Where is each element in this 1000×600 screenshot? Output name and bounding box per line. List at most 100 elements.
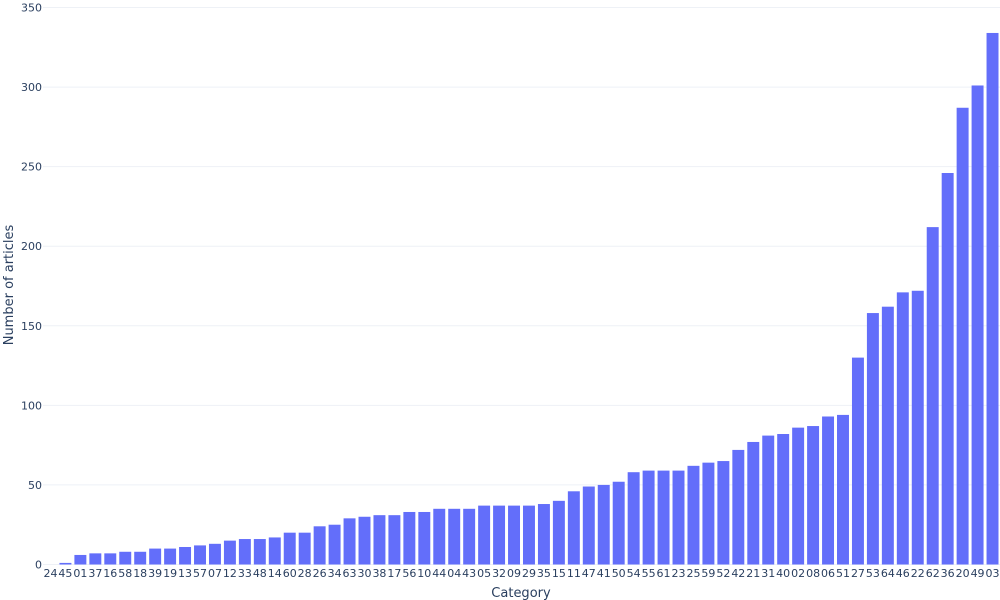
bar-20 bbox=[956, 107, 969, 565]
x-tick-label: 23 bbox=[672, 567, 686, 580]
bar-59 bbox=[702, 462, 715, 565]
x-tick-label: 46 bbox=[896, 567, 910, 580]
bar-28 bbox=[298, 532, 311, 565]
x-axis-title: Category bbox=[491, 586, 551, 600]
bar-43 bbox=[463, 508, 476, 565]
x-tick-label: 22 bbox=[911, 567, 925, 580]
bar-56 bbox=[403, 511, 416, 565]
x-tick-label: 16 bbox=[103, 567, 117, 580]
x-tick-label: 05 bbox=[477, 567, 491, 580]
x-tick-label: 63 bbox=[343, 567, 357, 580]
bar-16 bbox=[104, 553, 117, 565]
bar-19 bbox=[164, 548, 177, 565]
x-tick-label: 58 bbox=[118, 567, 132, 580]
y-tick-label: 200 bbox=[21, 240, 42, 253]
bar-48 bbox=[253, 539, 266, 565]
bar-44 bbox=[433, 508, 446, 565]
x-tick-label: 17 bbox=[387, 567, 401, 580]
x-tick-label: 25 bbox=[686, 567, 700, 580]
bar-46 bbox=[896, 292, 909, 565]
x-tick-label: 53 bbox=[866, 567, 880, 580]
x-tick-label: 33 bbox=[238, 567, 252, 580]
bar-04 bbox=[448, 508, 461, 565]
bar-08 bbox=[807, 426, 820, 565]
x-tick-label: 31 bbox=[761, 567, 775, 580]
bar-50 bbox=[612, 481, 625, 565]
bar-17 bbox=[388, 515, 401, 565]
bar-25 bbox=[687, 465, 700, 565]
bar-34 bbox=[328, 524, 341, 565]
y-tick-label: 250 bbox=[21, 161, 42, 174]
bar-07 bbox=[208, 543, 221, 565]
bar-41 bbox=[597, 484, 610, 565]
x-tick-label: 40 bbox=[776, 567, 790, 580]
x-tick-label: 62 bbox=[926, 567, 940, 580]
bar-52 bbox=[717, 461, 730, 565]
x-tick-label: 38 bbox=[372, 567, 386, 580]
x-tick-label: 10 bbox=[417, 567, 431, 580]
bar-29 bbox=[522, 505, 535, 565]
bar-33 bbox=[238, 539, 251, 565]
x-tick-label: 47 bbox=[582, 567, 596, 580]
bar-55 bbox=[642, 470, 655, 565]
x-tick-labels: 24 45 01 37 16 58 18 39 19 13 57 07 12 33 48 14 60 28 26 34… bbox=[43, 567, 999, 580]
y-tick-label: 300 bbox=[21, 81, 42, 94]
y-tick-label: 150 bbox=[21, 320, 42, 333]
x-tick-label: 60 bbox=[283, 567, 297, 580]
x-tick-label: 50 bbox=[612, 567, 626, 580]
bar-10 bbox=[418, 511, 431, 565]
x-tick-label: 14 bbox=[268, 567, 282, 580]
bar-38 bbox=[373, 515, 386, 565]
x-tick-label: 45 bbox=[58, 567, 72, 580]
bar-13 bbox=[179, 546, 192, 565]
bar-15 bbox=[552, 500, 565, 565]
bar-45 bbox=[59, 562, 72, 565]
x-tick-label: 18 bbox=[133, 567, 147, 580]
y-tick-label: 100 bbox=[21, 399, 42, 412]
x-tick-label: 43 bbox=[462, 567, 476, 580]
x-tick-label: 48 bbox=[253, 567, 267, 580]
x-tick-label: 59 bbox=[701, 567, 715, 580]
x-tick-label: 52 bbox=[716, 567, 730, 580]
x-tick-label: 06 bbox=[821, 567, 835, 580]
bar-01 bbox=[74, 554, 87, 565]
x-tick-label: 37 bbox=[88, 567, 102, 580]
bar-03 bbox=[986, 32, 999, 565]
bar-64 bbox=[881, 306, 894, 565]
bar-57 bbox=[194, 545, 206, 565]
x-tick-label: 04 bbox=[447, 567, 461, 580]
bar-18 bbox=[134, 551, 147, 565]
bar-05 bbox=[478, 505, 491, 565]
bar-32 bbox=[493, 505, 506, 565]
x-tick-label: 24 bbox=[43, 567, 57, 580]
x-tick-label: 29 bbox=[522, 567, 536, 580]
y-axis-title: Number of articles bbox=[2, 224, 17, 345]
bar-14 bbox=[268, 537, 281, 565]
x-tick-label: 15 bbox=[552, 567, 566, 580]
x-tick-label: 08 bbox=[806, 567, 820, 580]
bar-61 bbox=[657, 470, 670, 565]
x-tick-label: 28 bbox=[298, 567, 312, 580]
x-tick-label: 03 bbox=[986, 567, 1000, 580]
x-tick-label: 30 bbox=[357, 567, 371, 580]
x-tick-label: 34 bbox=[328, 567, 342, 580]
x-tick-label: 07 bbox=[208, 567, 222, 580]
x-tick-label: 39 bbox=[148, 567, 162, 580]
bar-30 bbox=[358, 516, 371, 565]
x-tick-label: 19 bbox=[163, 567, 177, 580]
bar-51 bbox=[837, 414, 849, 565]
x-tick-label: 56 bbox=[402, 567, 416, 580]
x-tick-label: 32 bbox=[492, 567, 506, 580]
x-tick-label: 20 bbox=[956, 567, 970, 580]
x-tick-label: 13 bbox=[178, 567, 192, 580]
bar-37 bbox=[89, 553, 102, 565]
bar-42 bbox=[732, 449, 745, 565]
bar-47 bbox=[582, 486, 595, 565]
bar-21 bbox=[747, 441, 760, 565]
x-tick-label: 02 bbox=[791, 567, 805, 580]
bar-49 bbox=[971, 85, 984, 565]
x-tick-label: 01 bbox=[73, 567, 87, 580]
bar-26 bbox=[313, 526, 326, 565]
x-tick-label: 11 bbox=[567, 567, 581, 580]
bar-53 bbox=[866, 313, 879, 565]
